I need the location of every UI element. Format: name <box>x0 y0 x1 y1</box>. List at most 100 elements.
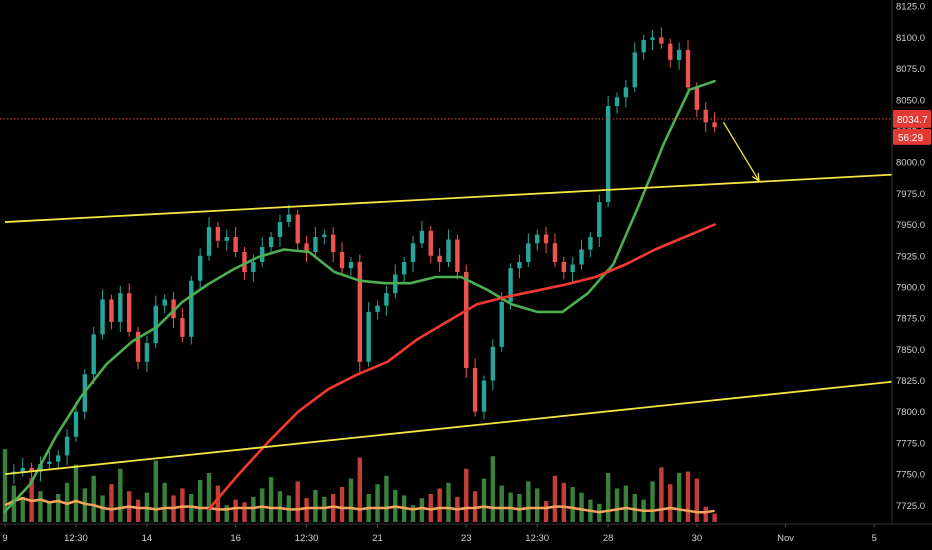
candle-body <box>641 39 646 53</box>
y-tick-label: 7975.0 <box>896 189 925 200</box>
candle-body <box>224 237 229 241</box>
candle-body <box>171 299 176 319</box>
candle-body <box>517 262 522 269</box>
volume-bar <box>570 487 575 522</box>
volume-bar <box>180 488 185 522</box>
candle-body <box>588 237 593 250</box>
volume-bar <box>20 496 25 522</box>
volume-bar <box>472 491 478 522</box>
candle-body <box>295 214 300 244</box>
candle-body <box>162 299 167 306</box>
x-tick-label: 14 <box>142 533 153 544</box>
volume-bar <box>47 502 52 522</box>
candle-body <box>446 239 451 262</box>
y-tick-label: 7850.0 <box>896 345 925 356</box>
y-tick-label: 8000.0 <box>896 158 925 169</box>
volume-bar <box>206 473 212 522</box>
volume-bar <box>242 502 247 522</box>
candle-body <box>375 305 380 312</box>
candle-body <box>632 52 637 88</box>
upper-trendline <box>4 173 893 223</box>
y-tick-label: 7800.0 <box>896 407 925 418</box>
ma-fast-line <box>3 79 716 513</box>
candle-body <box>348 262 354 269</box>
candle-body <box>268 237 274 248</box>
x-tick-label: 12:30 <box>525 533 549 544</box>
candle-body <box>322 234 327 238</box>
candle-body <box>189 280 194 337</box>
volume-bar <box>197 480 203 522</box>
volume-bar <box>91 475 96 522</box>
volume-bar <box>437 488 442 522</box>
volume-bar <box>490 456 496 522</box>
candle-body <box>118 293 123 322</box>
candle-body <box>304 243 309 253</box>
volume-bar <box>295 481 300 522</box>
x-tick-label: 21 <box>372 533 383 544</box>
candle-body <box>561 262 567 272</box>
candle-body <box>366 311 371 362</box>
ma-slow-line <box>207 223 716 511</box>
volume-bar <box>428 494 433 522</box>
candle-body <box>73 411 79 437</box>
y-tick-label: 7900.0 <box>896 282 925 293</box>
volume-bar <box>446 482 451 522</box>
volume-bar <box>605 473 611 522</box>
lower-trendline <box>4 380 893 475</box>
candle-body <box>570 264 575 272</box>
volume-bar <box>82 488 88 522</box>
candle-body <box>703 109 708 123</box>
projection-arrow-shaft <box>722 121 760 182</box>
volume-bar <box>38 491 43 522</box>
candle-body <box>47 461 52 465</box>
candle-body <box>676 49 682 60</box>
candle-body <box>206 227 212 256</box>
volume-bar <box>64 482 70 522</box>
volume-bar <box>535 488 540 522</box>
y-tick-label: 7950.0 <box>896 220 925 231</box>
candle-body <box>339 252 345 269</box>
volume-bar <box>73 464 79 522</box>
volume-bar <box>623 485 629 522</box>
candle-body <box>109 299 114 322</box>
volume-bar <box>153 460 158 522</box>
candle-body <box>251 262 256 272</box>
candle-body <box>694 87 700 110</box>
volume-bar <box>410 505 416 522</box>
candle-body <box>455 239 460 272</box>
candle-body <box>277 222 283 238</box>
volume-bar <box>304 498 309 522</box>
candle-body <box>384 293 389 306</box>
volume-bar <box>357 457 362 522</box>
volume-bar <box>552 475 558 522</box>
candle-body <box>623 87 629 98</box>
x-tick-label: 16 <box>230 533 241 544</box>
y-tick-label: 8100.0 <box>896 33 925 44</box>
price-tag <box>893 109 931 128</box>
candle-body <box>508 268 513 302</box>
volume-bar <box>118 468 123 522</box>
volume-bar <box>56 494 61 522</box>
candle-body <box>313 237 318 253</box>
x-tick-label: Nov <box>777 533 794 544</box>
candle-body <box>428 230 433 256</box>
x-tick-label: 12:30 <box>64 533 88 544</box>
volume-bar <box>268 477 274 522</box>
volume-bar <box>632 494 637 522</box>
candle-body <box>144 343 150 362</box>
candle-body <box>126 293 132 332</box>
candle-body <box>233 237 238 253</box>
volume-bar <box>517 494 522 522</box>
candle-body <box>20 467 25 472</box>
volume-bar <box>526 481 531 522</box>
volume-bar <box>189 494 194 522</box>
candle-body <box>437 255 442 262</box>
x-tick-label: 30 <box>692 533 703 544</box>
x-tick-label: 28 <box>603 533 614 544</box>
candle-body <box>401 262 407 275</box>
volume-bar <box>224 505 229 522</box>
countdown-label: 56:29 <box>898 133 923 144</box>
volume-bar <box>233 499 238 522</box>
